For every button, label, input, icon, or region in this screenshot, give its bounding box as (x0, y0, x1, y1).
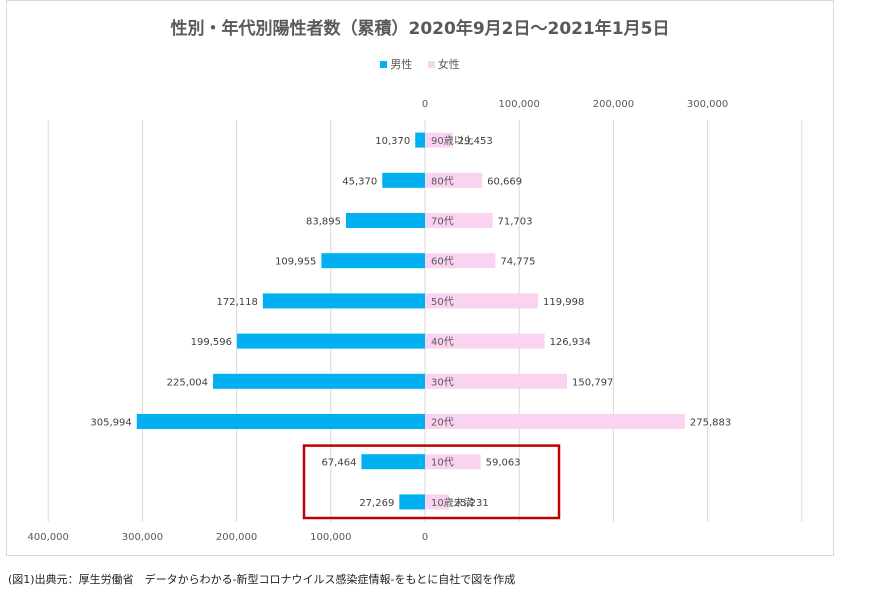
data-label-male: 10,370 (375, 136, 410, 147)
legend-item-female: 女性 (427, 56, 460, 72)
bar-female (425, 414, 685, 429)
right-axis-tick-label: 200,000 (593, 99, 634, 110)
data-label-male: 109,955 (275, 257, 316, 268)
data-label-male: 172,118 (217, 297, 258, 308)
data-label-female: 126,934 (550, 337, 591, 348)
bar-male (382, 172, 425, 188)
legend: 男性 女性 (6, 56, 834, 72)
data-label-female: 74,775 (500, 257, 535, 268)
data-label-male: 27,269 (359, 498, 394, 509)
bar-male (345, 213, 425, 228)
category-label: 70代 (431, 216, 454, 228)
bar-female (425, 172, 483, 188)
bar-female (425, 454, 481, 470)
category-label: 80代 (431, 175, 454, 187)
category-label: 50代 (431, 296, 454, 308)
legend-swatch-female (427, 61, 435, 68)
category-label: 20代 (431, 417, 454, 429)
data-label-female: 29,453 (458, 136, 493, 147)
left-axis-tick-label: 100,000 (310, 532, 351, 543)
bar-male (136, 414, 425, 429)
data-label-female: 59,063 (486, 458, 521, 469)
bar-female (425, 293, 539, 309)
data-label-male: 305,994 (90, 418, 131, 429)
source-note: (図1)出典元：厚生労働省 データからわかる-新型コロナウイルス感染症情報-をも… (8, 573, 516, 586)
data-label-female: 119,998 (543, 297, 584, 308)
bar-female (425, 494, 449, 510)
category-label: 10代 (431, 457, 454, 469)
legend-label-female: 女性 (437, 58, 460, 71)
bar-female (425, 132, 453, 148)
chart-title: 性別・年代別陽性者数（累積）2020年9月2日～2021年1月5日 (170, 19, 670, 39)
right-axis-tick-label: 300,000 (687, 99, 728, 110)
legend-swatch-male (380, 61, 388, 68)
right-axis-tick-label: 0 (422, 99, 428, 110)
category-label: 10歳未満 (431, 497, 474, 509)
bar-female (425, 333, 545, 349)
bar-female (425, 373, 568, 389)
highlight-box (302, 444, 561, 520)
data-label-male: 225,004 (167, 377, 208, 388)
left-axis-tick-label: 300,000 (122, 532, 163, 543)
bar-male (236, 333, 425, 349)
bar-male (262, 293, 425, 309)
bar-male (213, 373, 425, 389)
left-axis-tick-label: 400,000 (28, 532, 69, 543)
left-axis-tick-label: 200,000 (216, 532, 257, 543)
data-label-male: 83,895 (306, 217, 341, 228)
data-label-male: 45,370 (342, 176, 377, 187)
right-axis-tick-label: 100,000 (499, 99, 540, 110)
category-label: 30代 (431, 376, 454, 388)
bar-male (399, 494, 425, 510)
data-label-female: 275,883 (690, 418, 731, 429)
legend-label-male: 男性 (390, 58, 413, 71)
bar-female (425, 213, 493, 228)
legend-item-male: 男性 (380, 56, 412, 72)
left-axis-tick-label: 0 (422, 532, 428, 543)
bar-female (425, 253, 496, 269)
data-label-female: 60,669 (487, 176, 522, 187)
data-label-female: 25,231 (454, 498, 489, 509)
category-label: 60代 (431, 256, 454, 268)
data-label-female: 150,797 (572, 377, 613, 388)
bar-male (361, 454, 425, 470)
category-label: 40代 (431, 336, 454, 348)
data-label-female: 71,703 (498, 217, 533, 228)
category-label: 90歳以上 (431, 135, 474, 147)
data-label-male: 67,464 (321, 458, 356, 469)
data-label-male: 199,596 (191, 337, 232, 348)
bar-male (321, 253, 425, 269)
bar-male (415, 132, 425, 148)
